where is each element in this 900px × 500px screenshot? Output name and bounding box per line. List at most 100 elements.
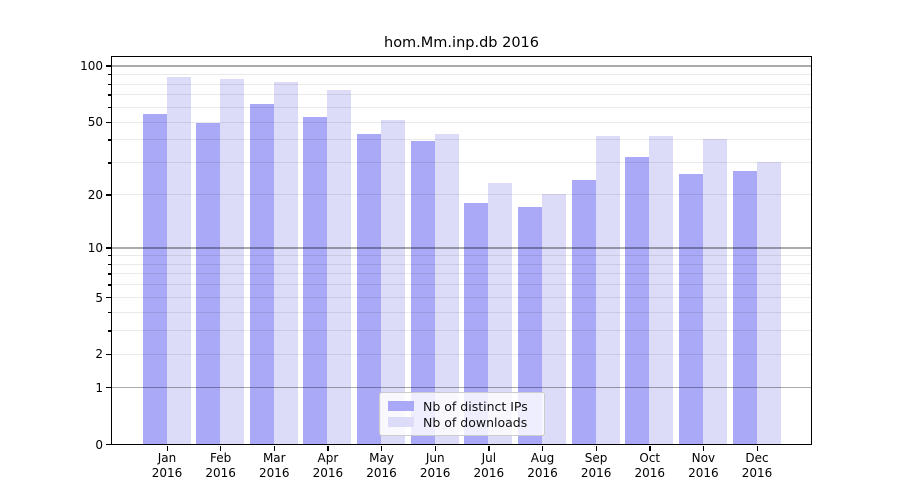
bar-downloads	[220, 78, 245, 444]
bar-downloads	[327, 89, 352, 444]
y-tick-label: 2	[95, 347, 103, 362]
y-minor-tick	[108, 94, 111, 96]
y-minor-tick	[108, 162, 111, 164]
x-tick	[649, 446, 651, 451]
legend-item-downloads: Nb of downloads	[388, 414, 536, 430]
gridline-minor	[111, 106, 811, 108]
bar-distinct-ips	[249, 104, 274, 444]
y-tick	[105, 247, 111, 249]
bar-downloads	[595, 135, 620, 444]
x-tick-label: Jun 2016	[403, 451, 467, 480]
gridline-minor	[111, 284, 811, 286]
legend-swatch-distinct-ips	[388, 401, 414, 411]
gridline-minor	[111, 297, 811, 299]
bar-distinct-ips	[357, 133, 382, 444]
y-minor-tick	[108, 353, 111, 356]
gridline-minor	[111, 353, 811, 355]
y-minor-tick	[108, 121, 111, 123]
x-tick-year: 2016	[741, 465, 773, 480]
bar-downloads	[756, 162, 781, 444]
x-tick	[273, 446, 276, 451]
gridline-major	[111, 247, 811, 249]
x-tick-month: Sep	[584, 451, 608, 465]
bar-downloads	[273, 81, 298, 444]
gridline-minor	[111, 263, 811, 265]
x-tick-year: 2016	[527, 465, 558, 480]
y-minor-tick	[108, 106, 111, 109]
y-minor-tick	[108, 74, 111, 76]
x-tick-label: Feb 2016	[189, 451, 253, 480]
x-tick	[488, 446, 490, 451]
y-tick-label: 50	[87, 115, 103, 130]
x-tick-label: Oct 2016	[618, 451, 682, 480]
legend: Nb of distinct IPs Nb of downloads	[379, 392, 545, 436]
x-tick-month: Dec	[745, 451, 769, 465]
gridline-minor	[111, 194, 811, 196]
x-tick-label: Jul 2016	[457, 451, 521, 480]
legend-swatch-downloads	[388, 417, 414, 427]
x-tick-label: Dec 2016	[725, 451, 789, 480]
x-tick-label: Sep 2016	[564, 451, 628, 480]
x-tick-year: 2016	[634, 465, 666, 480]
gridline-minor	[111, 311, 811, 313]
x-tick	[702, 446, 705, 451]
bar-distinct-ips	[142, 113, 167, 444]
gridline-major	[111, 387, 811, 389]
x-tick	[220, 446, 222, 451]
gridline-minor	[111, 139, 811, 141]
x-tick-year: 2016	[258, 465, 290, 480]
x-tick-label: Jan 2016	[135, 451, 199, 480]
y-minor-tick	[108, 263, 111, 266]
bar-distinct-ips	[571, 179, 596, 444]
x-tick-year: 2016	[688, 465, 719, 480]
gridline-minor	[111, 83, 811, 85]
gridline-minor	[111, 121, 811, 123]
plot-area	[110, 56, 812, 445]
y-minor-tick	[108, 273, 111, 275]
x-tick-year: 2016	[419, 465, 451, 480]
x-tick-label: Apr 2016	[296, 451, 360, 480]
bar-distinct-ips	[678, 173, 703, 444]
y-tick-label: 20	[87, 187, 103, 202]
x-tick	[434, 446, 436, 451]
x-tick-year: 2016	[151, 465, 183, 480]
bar-downloads	[541, 194, 566, 444]
x-tick-month: Oct	[639, 451, 661, 465]
bar-downloads	[702, 139, 727, 444]
gridline-minor	[111, 94, 811, 96]
gridline-minor	[111, 273, 811, 275]
x-tick-year: 2016	[312, 465, 344, 480]
x-tick-label: Mar 2016	[242, 451, 306, 480]
bar-downloads	[381, 119, 406, 444]
bar-distinct-ips	[303, 116, 328, 444]
bar-distinct-ips	[625, 157, 650, 444]
y-tick-label: 10	[87, 240, 103, 255]
x-tick-month: Nov	[691, 451, 716, 465]
x-tick-month: Mar	[262, 451, 286, 465]
y-minor-tick	[108, 330, 111, 332]
x-tick	[166, 446, 168, 451]
gridline-minor	[111, 330, 811, 332]
y-minor-tick	[108, 255, 111, 257]
x-tick-month: Jun	[425, 451, 445, 465]
x-tick-month: Apr	[317, 451, 339, 465]
x-tick	[595, 446, 597, 451]
gridline-minor	[111, 74, 811, 76]
x-tick-year: 2016	[205, 465, 236, 480]
y-minor-tick	[108, 297, 111, 299]
x-tick-month: Feb	[210, 451, 232, 465]
bar-downloads	[166, 76, 191, 444]
y-minor-tick	[108, 311, 111, 314]
legend-label-downloads: Nb of downloads	[423, 414, 528, 430]
y-minor-tick	[108, 284, 111, 286]
x-tick-month: Jul	[481, 451, 497, 465]
y-tick-label: 1	[95, 380, 103, 395]
gridline-minor	[111, 255, 811, 257]
x-tick	[381, 446, 383, 451]
y-tick	[105, 65, 111, 67]
x-tick-label: May 2016	[350, 451, 414, 480]
y-minor-tick	[108, 83, 111, 85]
x-tick-month: Aug	[530, 451, 555, 465]
x-tick	[756, 446, 758, 451]
